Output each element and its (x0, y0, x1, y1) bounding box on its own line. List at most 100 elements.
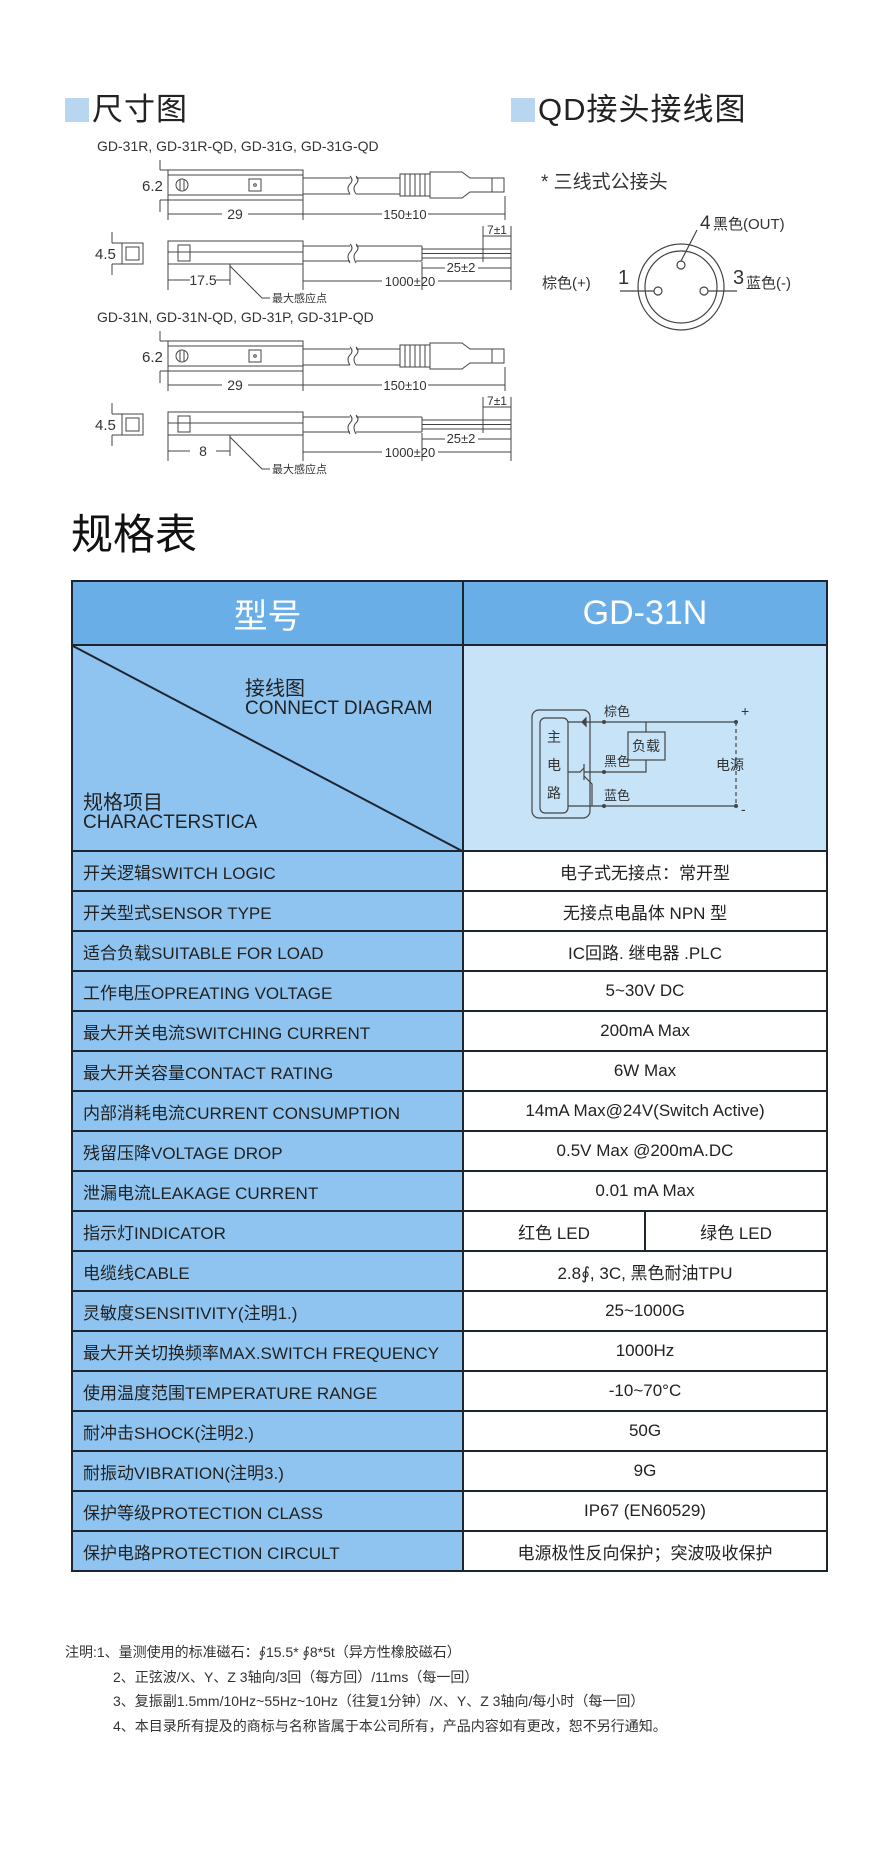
spec-value: 0.01 mA Max (461, 1170, 829, 1212)
qd-cable-length-label: 150±10 (383, 378, 426, 393)
note-4: 4、本目录所有提及的商标与名称皆属于本公司所有，产品内容如有更改，恕不另行通知。 (113, 1717, 667, 1734)
spec-value: 2.8∮, 3C, 黑色耐油TPU (461, 1250, 829, 1292)
blue-wire-label: 蓝色 (604, 788, 630, 803)
spec-value: 电源极性反向保护；突波吸收保护 (461, 1530, 829, 1572)
table-row: 最大开关电流SWITCHING CURRENT 200mA Max (71, 1010, 829, 1052)
main-circuit-char: 电 (547, 757, 561, 773)
minus-label: - (741, 801, 746, 817)
diag-bottom-en: CHARACTERSTICA (83, 812, 258, 833)
sense-offset-label: 17.5 (189, 272, 216, 288)
table-row: 残留压降VOLTAGE DROP 0.5V Max @200mA.DC (71, 1130, 829, 1172)
spec-value: 9G (461, 1450, 829, 1492)
table-row: 泄漏电流LEAKAGE CURRENT 0.01 mA Max (71, 1170, 829, 1212)
pin1-label: 棕色(+) (542, 275, 591, 292)
pin1-number: 1 (618, 267, 629, 289)
pin3-label: 蓝色(-) (746, 275, 791, 292)
spec-label: 残留压降VOLTAGE DROP (71, 1130, 464, 1172)
cable-length-label: 1000±20 (385, 274, 436, 289)
spec-label: 泄漏电流LEAKAGE CURRENT (71, 1170, 464, 1212)
power-label: 电源 (716, 757, 744, 773)
pin4-label: 黑色(OUT) (713, 216, 785, 233)
spec-value: 电子式无接点：常开型 (461, 850, 829, 892)
spec-value: IP67 (EN60529) (461, 1490, 829, 1532)
spec-label: 耐冲击SHOCK(注明2.) (71, 1410, 464, 1452)
models-line-1: GD-31R, GD-31R-QD, GD-31G, GD-31G-QD (97, 138, 379, 154)
strip-length-label: 7±1 (487, 223, 507, 237)
plus-label: + (741, 703, 749, 719)
sheath-length-label: 25±2 (447, 260, 476, 275)
diag-bottom-cn: 规格项目 (83, 792, 163, 814)
spec-label: 灵敏度SENSITIVITY(注明1.) (71, 1290, 464, 1332)
dimension-drawings: GD-31R, GD-31R-QD, GD-31G, GD-31G-QD 6.2… (95, 138, 791, 476)
diagram-row: 接线图 CONNECT DIAGRAM 规格项目 CHARACTERSTICA … (71, 644, 829, 852)
notes: 注明:1、量测使用的标准磁石：∮15.5* ∮8*5t（异方性橡胶磁石） 2、正… (65, 1640, 667, 1738)
height-top-label: 6.2 (142, 178, 163, 195)
diagonal-header-cell: 接线图 CONNECT DIAGRAM 规格项目 CHARACTERSTICA (71, 644, 464, 852)
table-row: 耐振动VIBRATION(注明3.) 9G (71, 1450, 829, 1492)
height-top-label: 6.2 (142, 349, 163, 366)
main-circuit-char: 主 (547, 729, 561, 745)
spec-title: 规格表 (71, 511, 198, 558)
connect-diagram: 主 电 路 棕色 黑色 蓝色 负载 电源 + - (531, 703, 749, 819)
strip-length-label: 7±1 (487, 394, 507, 408)
spec-label: 最大开关容量CONTACT RATING (71, 1050, 464, 1092)
spec-label: 最大开关切换频率MAX.SWITCH FREQUENCY (71, 1330, 464, 1372)
table-header: 型号 GD-31N (71, 580, 829, 646)
models-line-2: GD-31N, GD-31N-QD, GD-31P, GD-31P-QD (97, 309, 374, 325)
table-row: 适合负载SUITABLE FOR LOAD IC回路. 继电器 .PLC (71, 930, 829, 972)
pin4-number: 4 (700, 213, 711, 234)
cable-length-label: 1000±20 (385, 445, 436, 460)
table-row: 保护电路PROTECTION CIRCULT 电源极性反向保护；突波吸收保护 (71, 1530, 829, 1572)
brown-wire-label: 棕色 (604, 704, 630, 719)
note-2: 2、正弦波/X、Y、Z 3轴向/3回（每方回）/11ms（每一回） (113, 1668, 479, 1685)
spec-value: IC回路. 继电器 .PLC (461, 930, 829, 972)
section-marker (511, 98, 535, 122)
pin3-number: 3 (733, 267, 744, 289)
spec-label: 使用温度范围TEMPERATURE RANGE (71, 1370, 464, 1412)
spec-value: 14mA Max@24V(Switch Active) (461, 1090, 829, 1132)
connect-diagram-cell: 主 电 路 棕色 黑色 蓝色 负载 电源 + - (461, 644, 829, 852)
spec-label: 电缆线CABLE (71, 1250, 464, 1292)
height-side-label: 4.5 (95, 246, 116, 263)
spec-value: 50G (461, 1410, 829, 1452)
sheath-length-label: 25±2 (447, 431, 476, 446)
sense-point-label: 最大感应点 (272, 291, 327, 305)
spec-value: 1000Hz (461, 1330, 829, 1372)
main-circuit-char: 路 (547, 785, 561, 801)
spec-value-green: 绿色 LED (643, 1210, 829, 1252)
diag-top-cn: 接线图 (245, 678, 305, 700)
table-row: 内部消耗电流CURRENT CONSUMPTION 14mA Max@24V(Sw… (71, 1090, 829, 1132)
spec-label: 开关型式SENSOR TYPE (71, 890, 464, 932)
table-row: 开关型式SENSOR TYPE 无接点电晶体 NPN 型 (71, 890, 829, 932)
header-model-label: 型号 (71, 580, 464, 646)
header-model-value: GD-31N (461, 580, 829, 646)
qd-wiring-title: QD接头接线图 (538, 92, 747, 127)
sense-offset-label: 8 (199, 443, 207, 459)
note-1: 注明:1、量测使用的标准磁石：∮15.5* ∮8*5t（异方性橡胶磁石） (65, 1644, 461, 1660)
table-row: 灵敏度SENSITIVITY(注明1.) 25~1000G (71, 1290, 829, 1332)
connector-face (620, 229, 737, 331)
spec-table: 型号 GD-31N 接线图 CONNECT DIAGRAM 规格项目 CHARA… (71, 580, 829, 1572)
spec-label: 保护等级PROTECTION CLASS (71, 1490, 464, 1532)
body-length-label: 29 (227, 206, 243, 222)
table-row: 指示灯INDICATOR 红色 LED 绿色 LED (71, 1210, 829, 1252)
dimensions-title: 尺寸图 (92, 92, 188, 127)
spec-value: -10~70°C (461, 1370, 829, 1412)
table-row: 最大开关容量CONTACT RATING 6W Max (71, 1050, 829, 1092)
spec-label: 适合负载SUITABLE FOR LOAD (71, 930, 464, 972)
height-side-label: 4.5 (95, 417, 116, 434)
spec-value: 200mA Max (461, 1010, 829, 1052)
table-row: 保护等级PROTECTION CLASS IP67 (EN60529) (71, 1490, 829, 1532)
diagonal-line (73, 646, 464, 852)
spec-value: 0.5V Max @200mA.DC (461, 1130, 829, 1172)
note-3: 3、复振副1.5mm/10Hz~55Hz~10Hz（往复1分钟）/X、Y、Z 3… (113, 1693, 645, 1709)
spec-value: 25~1000G (461, 1290, 829, 1332)
diag-top-en: CONNECT DIAGRAM (245, 698, 433, 719)
section-marker (65, 98, 89, 122)
spec-label: 内部消耗电流CURRENT CONSUMPTION (71, 1090, 464, 1132)
body-length-label: 29 (227, 377, 243, 393)
spec-value: 无接点电晶体 NPN 型 (461, 890, 829, 932)
table-row: 耐冲击SHOCK(注明2.) 50G (71, 1410, 829, 1452)
qd-subtitle: * 三线式公接头 (541, 171, 668, 193)
qd-cable-length-label: 150±10 (383, 207, 426, 222)
